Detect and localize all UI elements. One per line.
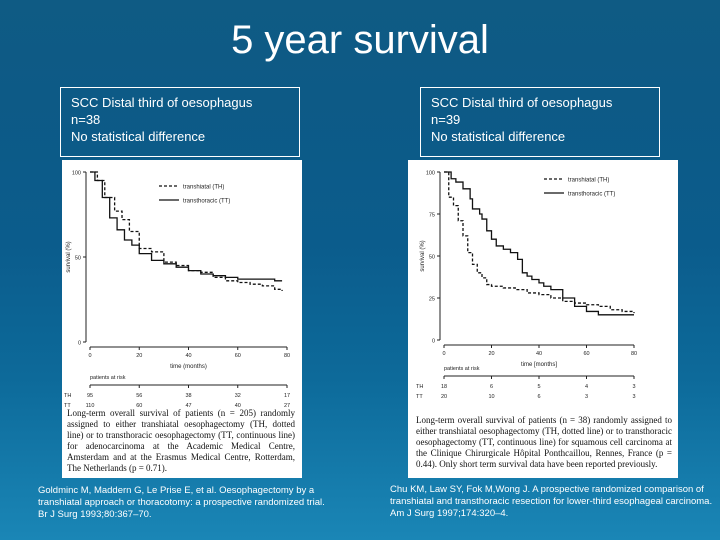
right-study-subtitle: SCC Distal third of oesophagus [431,95,613,110]
right-x-tick-label: 80 [631,351,637,357]
right-series-tt-line [444,171,634,316]
right-y-tick-label: 100 [426,171,435,177]
right-risk-value: 4 [585,384,588,390]
left-risk-row-label: TT [64,403,71,409]
left-legend-label: transthoracic (TT) [183,199,230,205]
left-risk-row-label: TH [64,393,71,399]
right-risk-header: patients at risk [444,366,480,372]
left-risk-value: 32 [235,393,241,399]
right-risk-value: 6 [490,384,493,390]
left-risk-value: 56 [136,393,142,399]
left-y-tick-label: 0 [78,341,81,347]
slide-title: 5 year survival [231,18,489,62]
right-study-result: No statistical difference [431,129,566,144]
left-risk-header: patients at risk [90,375,126,381]
left-x-tick-label: 80 [284,353,290,359]
right-y-tick-label: 25 [429,297,435,303]
right-survival-chart: 0 25 50 75 100 0 20 40 60 80 time [months] survival… [416,171,637,401]
left-x-axis-label: time (months) [170,364,207,370]
left-chart-caption: Long-term overall survival of patients (… [67,408,295,473]
left-citation: Goldminc M, Maddern G, Le Prise E, et al… [38,485,325,520]
left-risk-value: 47 [185,403,191,409]
left-survival-chart: 0 50 100 0 20 40 60 80 time (months) survival (%)… [64,171,290,410]
left-series-tt-line [90,171,283,282]
left-study-n: n=38 [71,112,101,127]
right-risk-value: 6 [537,394,540,400]
right-risk-value: 3 [585,394,588,400]
left-series-th-line [90,171,283,291]
left-study-box: SCC Distal third of oesophagus n=38 No s… [60,87,300,157]
right-chart-panel: 0 25 50 75 100 0 20 40 60 80 time [months] survival… [408,160,678,478]
left-y-axis-label: survival (%) [66,241,72,272]
right-y-tick-label: 0 [432,339,435,345]
left-risk-value: 17 [284,393,290,399]
right-risk-row-label: TH [416,384,423,390]
left-x-tick-label: 40 [185,353,191,359]
left-x-tick-label: 60 [235,353,241,359]
right-legend-label: transthoracic (TT) [568,192,615,198]
right-risk-value: 10 [488,394,494,400]
left-legend-label: transhiatal (TH) [183,185,224,191]
right-study-box: SCC Distal third of oesophagus n=39 No s… [420,87,660,157]
left-study-result: No statistical difference [71,129,206,144]
left-y-tick-label: 50 [75,256,81,262]
right-citation: Chu KM, Law SY, Fok M,Wong J. A prospect… [390,484,713,519]
right-series-th-line [444,171,635,314]
right-risk-row-label: TT [416,394,423,400]
right-x-tick-label: 40 [536,351,542,357]
right-y-tick-label: 75 [429,213,435,219]
left-risk-value: 110 [86,403,95,409]
right-risk-value: 20 [441,394,447,400]
right-y-tick-label: 50 [429,255,435,261]
right-x-tick-label: 0 [442,351,445,357]
left-x-tick-label: 20 [136,353,142,359]
right-risk-value: 18 [441,384,447,390]
right-risk-value: 3 [632,384,635,390]
left-risk-value: 27 [284,403,290,409]
left-y-tick-label: 100 [72,171,81,177]
right-study-n: n=39 [431,112,461,127]
left-chart-panel: 0 50 100 0 20 40 60 80 time (months) survival (%)… [62,160,302,478]
right-x-axis-label: time [months] [521,362,557,368]
right-risk-value: 3 [632,394,635,400]
left-risk-value: 40 [235,403,241,409]
left-risk-value: 38 [185,393,191,399]
right-x-tick-label: 60 [583,351,589,357]
right-risk-value: 5 [537,384,540,390]
left-risk-value: 60 [136,403,142,409]
right-legend-label: transhiatal (TH) [568,178,609,184]
left-study-subtitle: SCC Distal third of oesophagus [71,95,253,110]
right-y-axis-label: survival (%) [420,240,426,271]
right-chart-caption: Long-term overall survival of patients (… [416,415,672,469]
right-x-tick-label: 20 [488,351,494,357]
left-x-tick-label: 0 [88,353,91,359]
left-risk-value: 95 [87,393,93,399]
